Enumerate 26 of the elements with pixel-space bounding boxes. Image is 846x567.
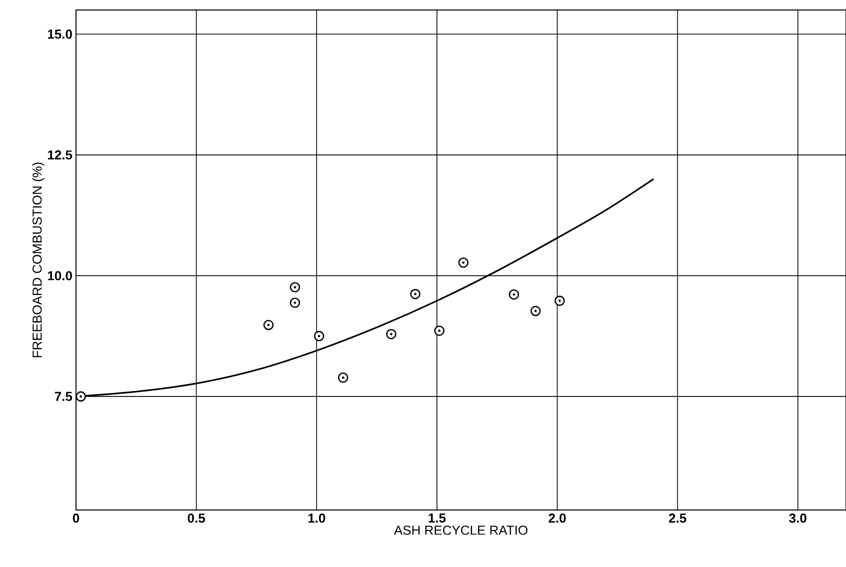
- y-axis-title: FREEBOARD COMBUSTION (%): [32, 162, 44, 358]
- point: [434, 326, 444, 336]
- point: [508, 289, 520, 300]
- point: [290, 282, 300, 292]
- point: [290, 298, 300, 308]
- point: [314, 330, 324, 342]
- point: [76, 391, 86, 402]
- x-tick-label: 1.5: [428, 514, 446, 523]
- y-tick-label: 15.0: [48, 30, 72, 39]
- point: [263, 320, 274, 330]
- x-tick-label: 0: [72, 514, 80, 523]
- point: [386, 328, 396, 340]
- point: [554, 296, 565, 306]
- point: [530, 306, 541, 316]
- y-tick-label: 12.5: [48, 150, 72, 160]
- x-tick-label: 2.0: [548, 514, 566, 523]
- y-tick-label: 7.5: [54, 392, 72, 401]
- x-axis-title: ASH RECYCLE RATIO: [394, 526, 528, 535]
- x-tick-label: 0.5: [188, 514, 205, 523]
- point: [410, 288, 420, 300]
- point: [458, 257, 469, 268]
- x-tick-label: 1.0: [308, 514, 326, 523]
- point: [338, 372, 348, 383]
- x-tick-label: 3.0: [789, 514, 806, 523]
- x-tick-label: 2.5: [668, 514, 686, 523]
- y-tick-label: 10.0: [48, 271, 72, 280]
